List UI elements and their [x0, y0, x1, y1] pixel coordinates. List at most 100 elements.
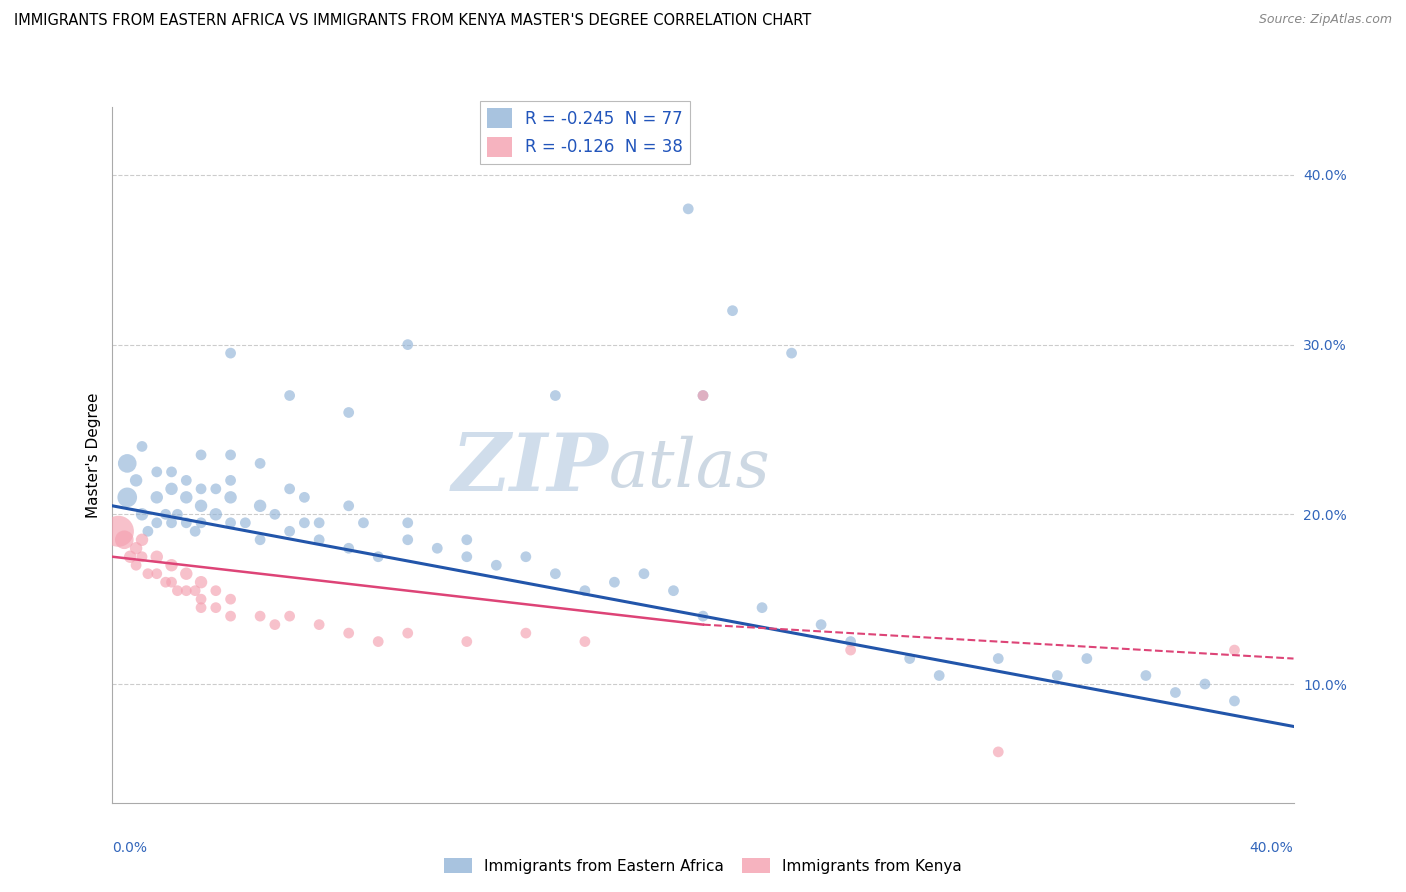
- Point: [146, 465, 169, 479]
- Point: [160, 575, 183, 590]
- Point: [396, 337, 419, 351]
- Point: [367, 634, 389, 648]
- Point: [136, 566, 159, 581]
- Point: [485, 558, 508, 573]
- Point: [190, 499, 212, 513]
- Point: [515, 549, 537, 564]
- Point: [117, 457, 138, 471]
- Point: [278, 482, 301, 496]
- Point: [136, 524, 159, 539]
- Text: IMMIGRANTS FROM EASTERN AFRICA VS IMMIGRANTS FROM KENYA MASTER'S DEGREE CORRELAT: IMMIGRANTS FROM EASTERN AFRICA VS IMMIGR…: [14, 13, 811, 29]
- Point: [146, 549, 169, 564]
- Point: [166, 508, 188, 522]
- Point: [574, 634, 596, 648]
- Point: [1135, 668, 1157, 682]
- Point: [166, 583, 188, 598]
- Point: [633, 566, 655, 581]
- Point: [190, 448, 212, 462]
- Point: [367, 549, 389, 564]
- Point: [278, 388, 301, 402]
- Point: [174, 516, 197, 530]
- Point: [249, 609, 271, 624]
- Point: [780, 346, 803, 360]
- Point: [810, 617, 832, 632]
- Point: [308, 516, 330, 530]
- Point: [662, 583, 685, 598]
- Point: [190, 575, 212, 590]
- Point: [456, 549, 478, 564]
- Point: [233, 516, 256, 530]
- Point: [219, 516, 242, 530]
- Point: [125, 541, 148, 556]
- Legend: Immigrants from Eastern Africa, Immigrants from Kenya: Immigrants from Eastern Africa, Immigran…: [439, 852, 967, 880]
- Point: [131, 439, 153, 453]
- Point: [146, 516, 169, 530]
- Point: [515, 626, 537, 640]
- Legend: R = -0.245  N = 77, R = -0.126  N = 38: R = -0.245 N = 77, R = -0.126 N = 38: [479, 102, 690, 164]
- Point: [205, 508, 228, 522]
- Text: 40.0%: 40.0%: [1250, 841, 1294, 855]
- Point: [987, 651, 1010, 665]
- Point: [292, 491, 315, 505]
- Point: [603, 575, 626, 590]
- Point: [1194, 677, 1216, 691]
- Point: [544, 566, 567, 581]
- Point: [219, 592, 242, 607]
- Point: [131, 508, 153, 522]
- Point: [396, 516, 419, 530]
- Text: ZIP: ZIP: [451, 430, 609, 508]
- Point: [396, 533, 419, 547]
- Point: [160, 558, 183, 573]
- Point: [574, 583, 596, 598]
- Point: [155, 575, 177, 590]
- Point: [174, 474, 197, 488]
- Point: [190, 592, 212, 607]
- Point: [426, 541, 449, 556]
- Point: [219, 474, 242, 488]
- Point: [721, 303, 744, 318]
- Point: [174, 583, 197, 598]
- Point: [125, 474, 148, 488]
- Point: [190, 516, 212, 530]
- Point: [308, 617, 330, 632]
- Point: [839, 643, 862, 657]
- Point: [219, 491, 242, 505]
- Point: [112, 533, 135, 547]
- Point: [337, 499, 360, 513]
- Text: atlas: atlas: [609, 436, 770, 501]
- Point: [219, 448, 242, 462]
- Text: 0.0%: 0.0%: [112, 841, 148, 855]
- Point: [337, 541, 360, 556]
- Point: [190, 600, 212, 615]
- Text: Source: ZipAtlas.com: Source: ZipAtlas.com: [1258, 13, 1392, 27]
- Point: [125, 558, 148, 573]
- Point: [839, 634, 862, 648]
- Point: [278, 609, 301, 624]
- Point: [264, 617, 287, 632]
- Point: [146, 566, 169, 581]
- Point: [396, 626, 419, 640]
- Point: [155, 508, 177, 522]
- Point: [1076, 651, 1098, 665]
- Point: [131, 549, 153, 564]
- Point: [544, 388, 567, 402]
- Point: [120, 549, 142, 564]
- Point: [1223, 694, 1246, 708]
- Point: [337, 405, 360, 419]
- Point: [1223, 643, 1246, 657]
- Point: [160, 516, 183, 530]
- Point: [928, 668, 950, 682]
- Point: [292, 516, 315, 530]
- Point: [249, 457, 271, 471]
- Point: [190, 482, 212, 496]
- Point: [352, 516, 374, 530]
- Point: [107, 524, 129, 539]
- Point: [160, 465, 183, 479]
- Point: [264, 508, 287, 522]
- Point: [278, 524, 301, 539]
- Point: [146, 491, 169, 505]
- Point: [456, 533, 478, 547]
- Point: [337, 626, 360, 640]
- Point: [117, 491, 138, 505]
- Point: [249, 533, 271, 547]
